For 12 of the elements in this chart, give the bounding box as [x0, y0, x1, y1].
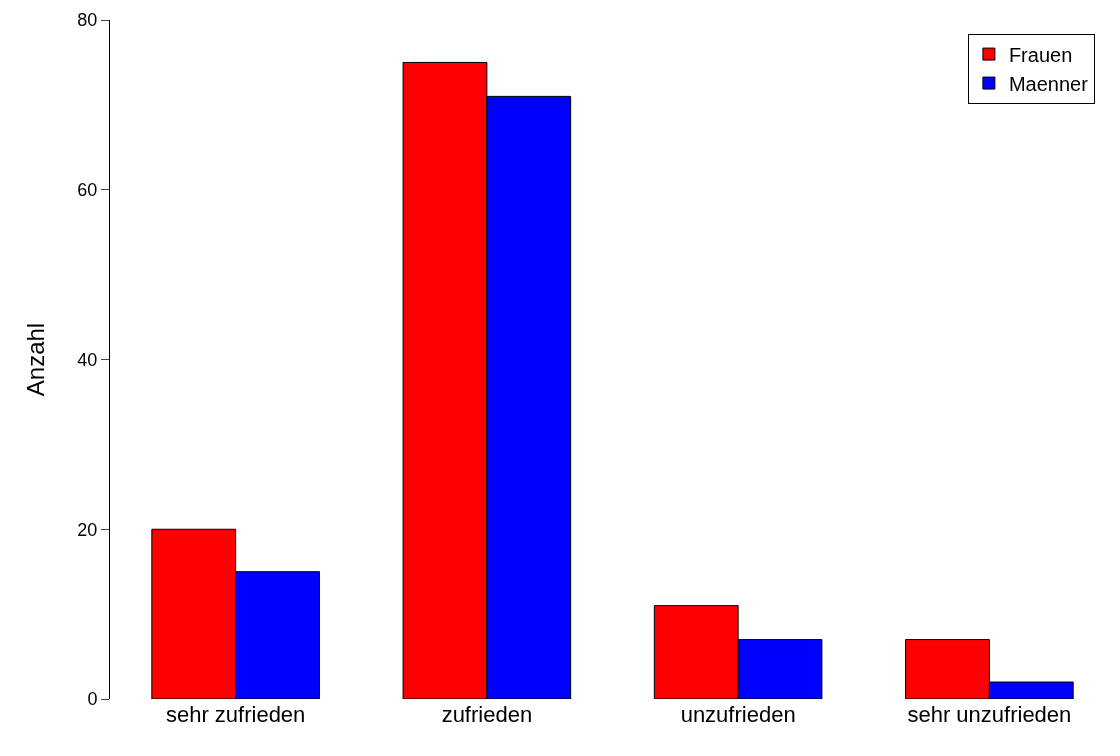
- legend-label: Frauen: [1008, 43, 1073, 66]
- y-tick-label: 80: [77, 10, 98, 31]
- legend-label: Maenner: [1008, 72, 1089, 95]
- y-tick-label: 40: [77, 349, 98, 370]
- y-tick-label: 60: [77, 180, 98, 201]
- y-tick-label: 0: [87, 689, 98, 710]
- x-tick-label: sehr unzufrieden: [907, 702, 1072, 727]
- x-tick-label: zufrieden: [441, 702, 533, 727]
- x-tick-label: sehr zufrieden: [165, 702, 306, 727]
- y-axis-title: Anzahl: [22, 322, 50, 397]
- x-tick-label: unzufrieden: [680, 702, 796, 727]
- y-tick-label: 20: [77, 519, 98, 540]
